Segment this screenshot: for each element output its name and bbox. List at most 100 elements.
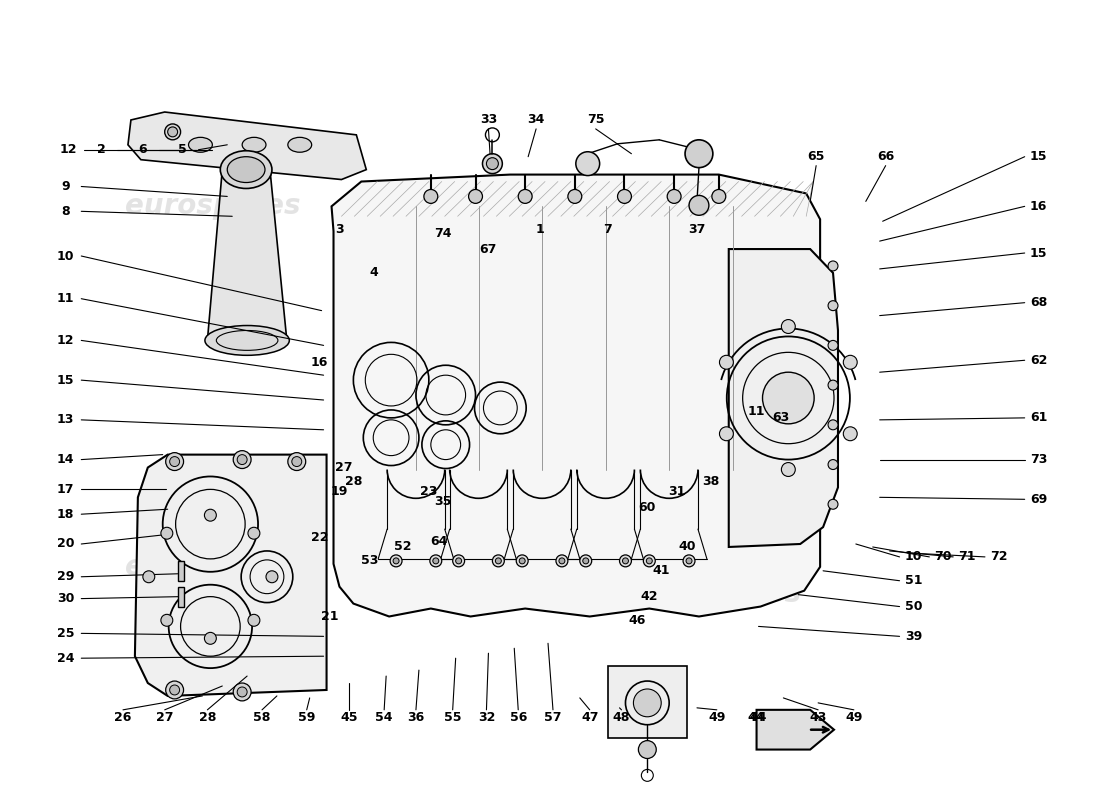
Text: 10: 10 (904, 550, 922, 563)
Text: 27: 27 (156, 711, 174, 724)
Circle shape (238, 454, 248, 465)
Text: 53: 53 (361, 554, 378, 567)
Text: 65: 65 (807, 150, 825, 163)
Circle shape (424, 190, 438, 203)
Circle shape (469, 190, 483, 203)
Circle shape (762, 372, 814, 424)
Text: autospares: autospares (626, 580, 802, 608)
Circle shape (453, 555, 464, 567)
Text: 57: 57 (544, 711, 562, 724)
Circle shape (559, 558, 565, 564)
Text: 28: 28 (199, 711, 216, 724)
Text: 71: 71 (958, 550, 976, 563)
Text: 56: 56 (509, 711, 527, 724)
Text: 58: 58 (253, 711, 271, 724)
Text: 23: 23 (420, 485, 438, 498)
Circle shape (288, 453, 306, 470)
Circle shape (638, 741, 657, 758)
Circle shape (719, 427, 734, 441)
Circle shape (166, 453, 184, 470)
Circle shape (233, 683, 251, 701)
Text: 49: 49 (708, 711, 726, 724)
Text: 41: 41 (652, 564, 670, 578)
Text: 69: 69 (1030, 493, 1047, 506)
Text: 32: 32 (477, 711, 495, 724)
Text: 63: 63 (772, 411, 789, 424)
Circle shape (166, 681, 184, 699)
Circle shape (143, 571, 155, 582)
Text: 9: 9 (62, 180, 69, 193)
Text: 51: 51 (904, 574, 922, 587)
Circle shape (248, 614, 260, 626)
Text: 44: 44 (750, 711, 768, 724)
Text: 20: 20 (56, 538, 74, 550)
Circle shape (634, 689, 661, 717)
Text: 34: 34 (527, 114, 544, 126)
Text: 54: 54 (375, 711, 393, 724)
Text: 30: 30 (57, 592, 74, 605)
Text: 24: 24 (56, 652, 74, 665)
Text: 55: 55 (444, 711, 461, 724)
Text: 14: 14 (56, 453, 74, 466)
Text: 37: 37 (689, 222, 706, 236)
Text: 26: 26 (114, 711, 132, 724)
Text: 35: 35 (434, 494, 451, 508)
Text: 29: 29 (57, 570, 74, 583)
Text: 12: 12 (59, 143, 77, 156)
Text: 45: 45 (341, 711, 359, 724)
Circle shape (828, 420, 838, 430)
Circle shape (393, 558, 399, 564)
Text: 60: 60 (639, 501, 656, 514)
Text: 1: 1 (536, 222, 544, 236)
Text: 31: 31 (669, 485, 685, 498)
Circle shape (644, 555, 656, 567)
Circle shape (719, 355, 734, 370)
Ellipse shape (242, 138, 266, 152)
Circle shape (169, 685, 179, 695)
Circle shape (161, 614, 173, 626)
Circle shape (205, 510, 217, 521)
Circle shape (683, 555, 695, 567)
Circle shape (238, 687, 248, 697)
Circle shape (617, 190, 631, 203)
Text: 17: 17 (56, 483, 74, 496)
Text: 52: 52 (394, 541, 411, 554)
Text: 11: 11 (56, 292, 74, 306)
Bar (177, 586, 184, 606)
Text: 3: 3 (336, 222, 344, 236)
Circle shape (580, 555, 592, 567)
Polygon shape (135, 454, 327, 696)
Text: 43: 43 (810, 711, 827, 724)
Circle shape (161, 527, 173, 539)
Circle shape (689, 195, 708, 215)
Text: 18: 18 (57, 508, 74, 521)
Circle shape (647, 558, 652, 564)
Circle shape (248, 527, 260, 539)
Text: 21: 21 (321, 610, 339, 623)
Bar (177, 561, 184, 581)
Circle shape (828, 380, 838, 390)
Circle shape (486, 158, 498, 170)
Text: 72: 72 (990, 550, 1008, 563)
Text: 33: 33 (480, 114, 497, 126)
Circle shape (568, 190, 582, 203)
Circle shape (516, 555, 528, 567)
Circle shape (668, 190, 681, 203)
Text: 62: 62 (1030, 354, 1047, 366)
Polygon shape (757, 710, 834, 750)
Circle shape (266, 571, 278, 582)
Text: 4: 4 (370, 266, 378, 279)
Circle shape (781, 462, 795, 477)
Polygon shape (728, 249, 838, 547)
Circle shape (205, 632, 217, 644)
Text: 6: 6 (139, 143, 147, 156)
Text: 2: 2 (97, 143, 106, 156)
Text: 46: 46 (629, 614, 646, 627)
Circle shape (686, 558, 692, 564)
Text: 42: 42 (640, 590, 658, 603)
Circle shape (623, 558, 628, 564)
Text: eurospares: eurospares (124, 553, 300, 581)
Circle shape (828, 499, 838, 510)
Text: 68: 68 (1030, 296, 1047, 309)
Text: 11: 11 (748, 406, 766, 418)
